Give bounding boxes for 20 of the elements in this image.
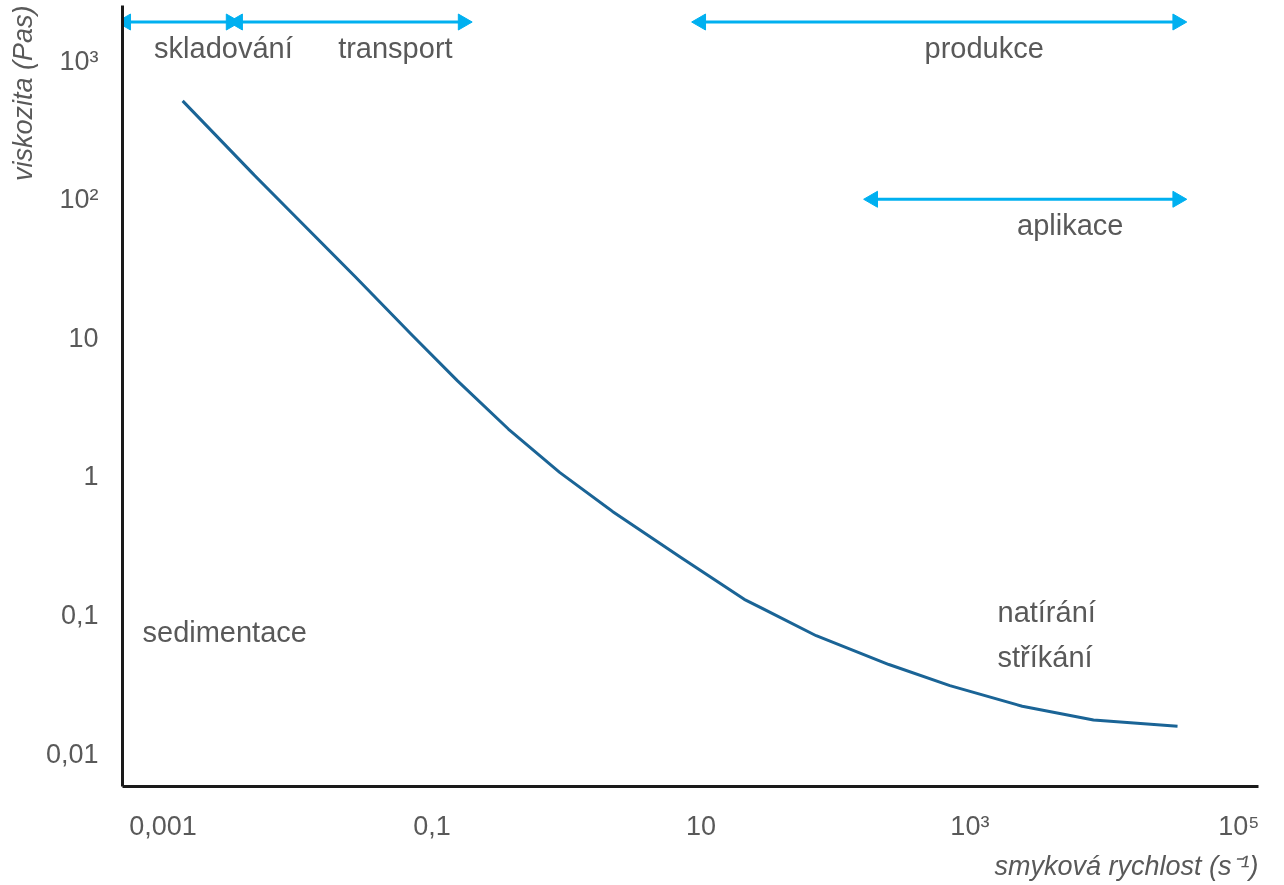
series-label: skladování	[154, 32, 293, 65]
y-tick-label: 10³	[59, 45, 99, 76]
x-tick-label: 0,001	[129, 810, 197, 841]
x-axis-title: smyková rychlost (s⁻¹)	[994, 850, 1259, 881]
x-tick-label: 10⁵	[1218, 810, 1260, 841]
y-tick-label: 0,1	[60, 600, 99, 631]
annotation: natírání	[997, 595, 1096, 628]
series-label: produkce	[924, 32, 1044, 65]
series-label: aplikace	[1017, 209, 1124, 242]
y-tick-label: 0,01	[45, 738, 99, 769]
x-tick-label: 0,1	[413, 810, 451, 841]
annotation: sedimentace	[142, 615, 307, 648]
y-tick-label: 10	[68, 322, 99, 353]
y-axis-title: viskozita (Pas)	[7, 5, 38, 182]
y-tick-label: 1	[83, 461, 99, 492]
x-tick-label: 10	[685, 810, 716, 841]
x-tick-label: 10³	[950, 810, 990, 841]
y-tick-label: 10²	[59, 184, 99, 215]
series-label: transport	[338, 32, 453, 65]
annotation: stříkání	[997, 640, 1093, 673]
